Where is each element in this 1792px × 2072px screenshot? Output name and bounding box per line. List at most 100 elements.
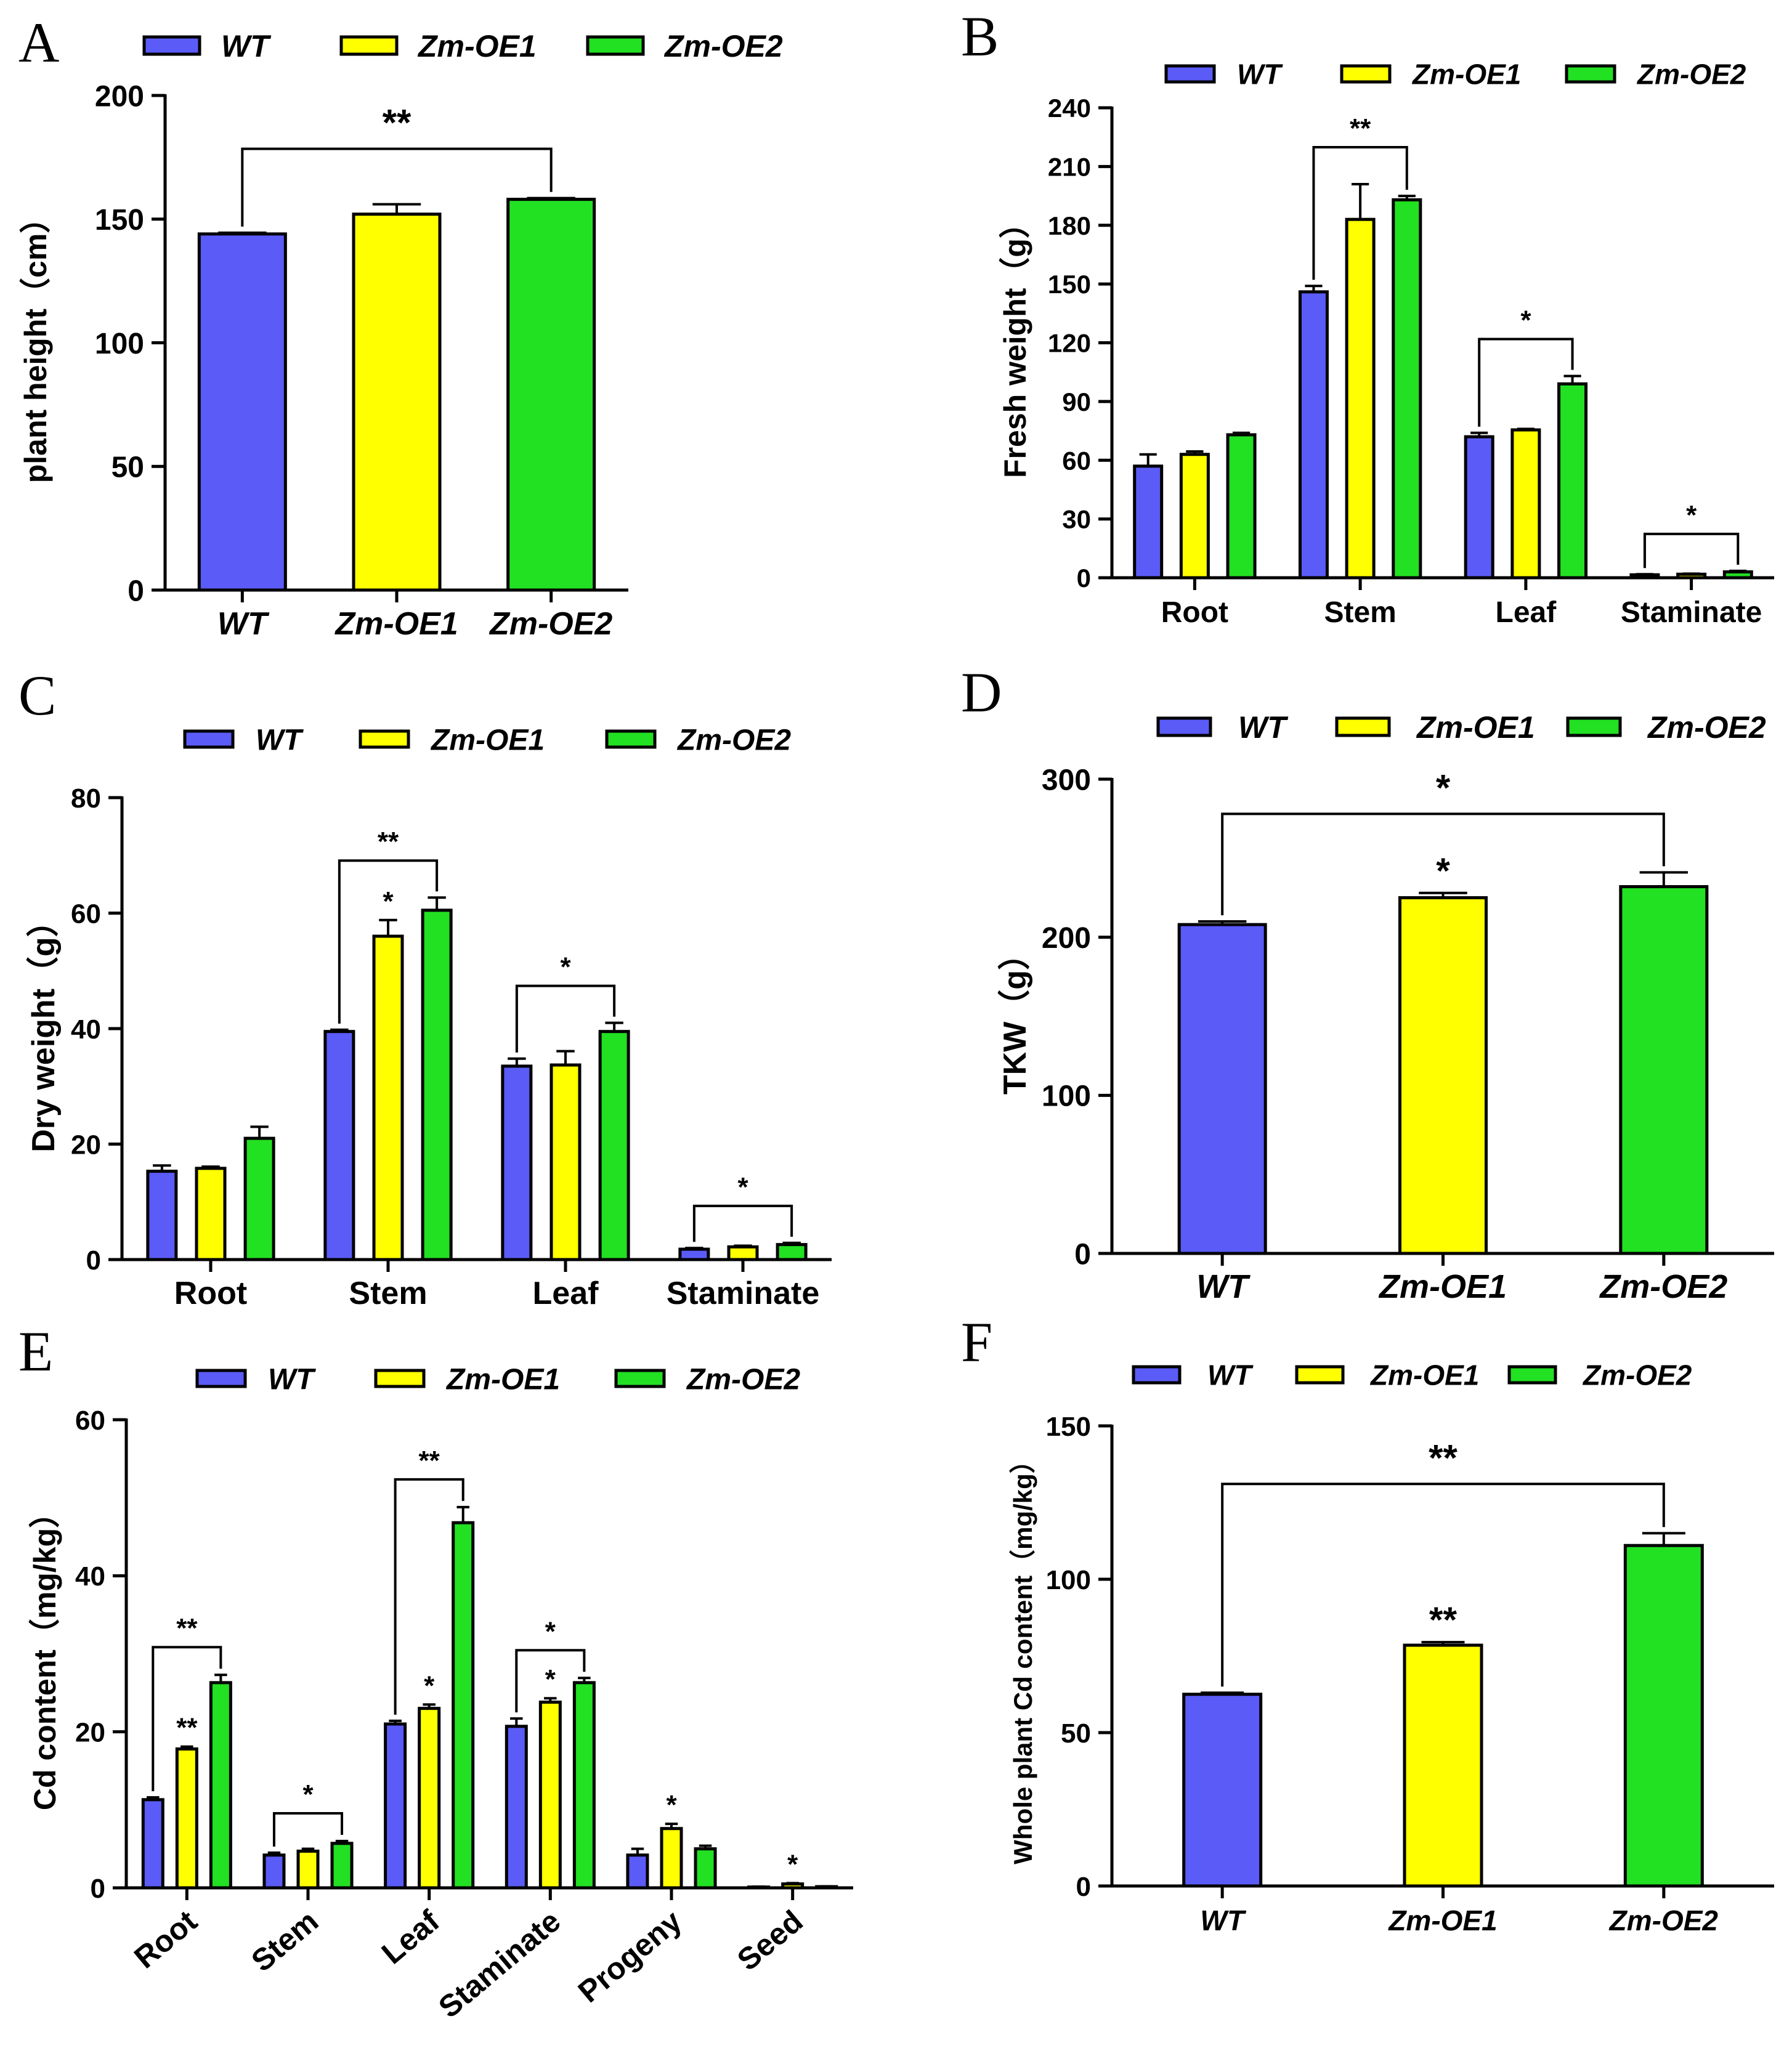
bar	[146, 1170, 178, 1261]
bar	[418, 1707, 441, 1890]
y-tick-label: 180	[1048, 211, 1091, 240]
significance-bracket	[1478, 338, 1574, 427]
bar	[175, 1747, 198, 1890]
significance-label: **	[419, 1446, 440, 1476]
legend-label: WT	[221, 29, 272, 63]
significance-bracket	[272, 1812, 344, 1847]
legend-swatch	[183, 729, 235, 749]
bar	[1464, 435, 1494, 580]
bar	[694, 1847, 717, 1890]
significance-bracket	[394, 1478, 464, 1715]
y-tick-label: 0	[1077, 564, 1091, 593]
bar	[352, 212, 442, 592]
bar	[421, 909, 453, 1261]
bar	[209, 1681, 232, 1890]
y-axis-label: plant height（cm）	[18, 203, 53, 484]
bar	[1557, 382, 1588, 580]
y-tick-label: 80	[71, 783, 101, 814]
significance-bracket	[515, 984, 616, 1053]
x-tick-label: WT	[1196, 1268, 1251, 1305]
bar	[330, 1842, 354, 1890]
x-tick-label: Root	[1161, 596, 1228, 629]
significance-label: **	[383, 102, 412, 144]
y-axis-label: Fresh weight（g）	[998, 208, 1032, 478]
bar	[1182, 1693, 1263, 1888]
significance-label: *	[1436, 851, 1450, 891]
legend-label: Zm-OE2	[1636, 59, 1746, 91]
bar	[598, 1030, 630, 1261]
y-tick-label: 100	[1046, 1565, 1091, 1595]
bar	[727, 1245, 759, 1261]
y-tick-label: 20	[75, 1718, 105, 1748]
legend-label: WT	[268, 1363, 316, 1396]
x-tick-label: Zm-OE1	[334, 606, 458, 642]
bar	[384, 1722, 407, 1890]
significance-label: *	[545, 1664, 556, 1694]
y-tick-label: 120	[1048, 329, 1091, 358]
significance-bracket	[1312, 145, 1408, 280]
y-tick-label: 40	[75, 1561, 105, 1592]
y-axis-label: Whole plant Cd content（mg/kg）	[1008, 1447, 1037, 1864]
x-tick-label: WT	[1200, 1904, 1246, 1936]
y-tick-label: 60	[1062, 446, 1091, 475]
significance-label: **	[1350, 113, 1371, 144]
y-tick-label: 0	[1076, 1872, 1091, 1902]
legend-swatch	[1164, 64, 1216, 84]
y-tick-label: 20	[71, 1130, 101, 1160]
y-tick-label: 0	[1074, 1238, 1091, 1271]
bar	[506, 198, 596, 592]
significance-label: *	[560, 952, 571, 982]
significance-label: *	[383, 886, 394, 917]
x-tick-label: Root	[128, 1903, 203, 1975]
x-tick-label: Stem	[245, 1904, 325, 1978]
bar	[660, 1827, 683, 1890]
bar	[1179, 453, 1210, 580]
bar	[549, 1063, 582, 1261]
y-tick-label: 50	[111, 451, 144, 484]
legend-label: Zm-OE1	[1411, 59, 1521, 91]
legend-label: Zm-OE1	[417, 29, 537, 63]
panel-label: C	[18, 664, 56, 727]
legend-label: Zm-OE2	[1582, 1359, 1692, 1391]
significance-label: **	[1429, 1600, 1458, 1640]
significance-label: *	[302, 1779, 314, 1810]
significance-label: **	[1429, 1437, 1458, 1478]
bar	[195, 1167, 227, 1261]
y-tick-label: 100	[1042, 1080, 1091, 1113]
panel-a: A WT Zm-OE1 Zm-OE2 0 50 100 150 200 plant height（…	[18, 11, 783, 642]
legend-swatch	[1565, 64, 1616, 84]
legend-label: Zm-OE2	[686, 1363, 800, 1396]
bar	[1398, 896, 1488, 1255]
y-axis-label: TKW（g）	[997, 938, 1033, 1095]
significance-bracket	[241, 147, 553, 227]
significance-label: *	[666, 1790, 677, 1820]
x-tick-label: Seed	[731, 1904, 809, 1978]
y-tick-label: 200	[1042, 922, 1091, 955]
legend-label: WT	[1238, 710, 1289, 745]
y-tick-label: 40	[71, 1014, 101, 1045]
bar	[1177, 923, 1267, 1255]
y-tick-label: 0	[86, 1245, 101, 1276]
significance-label: *	[1686, 500, 1697, 530]
x-tick-label: Staminate	[1621, 596, 1762, 629]
y-tick-label: 150	[1046, 1412, 1091, 1442]
bar	[296, 1849, 320, 1890]
y-tick-label: 30	[1062, 505, 1091, 534]
legend-swatch	[1295, 1365, 1345, 1385]
legend-swatch	[1340, 64, 1392, 84]
legend-label: WT	[256, 724, 304, 756]
y-tick-label: 60	[75, 1406, 105, 1436]
panel-label: D	[961, 661, 1002, 724]
y-tick-label: 200	[95, 80, 144, 113]
bar	[1345, 217, 1376, 580]
bar	[141, 1798, 164, 1890]
x-tick-label: Zm-OE2	[1599, 1268, 1727, 1305]
significance-label: *	[787, 1849, 798, 1879]
legend-swatch	[142, 35, 201, 56]
bar	[572, 1681, 596, 1890]
bar	[1403, 1643, 1483, 1888]
panel-e: E WT Zm-OE1 Zm-OE2 0 20 40 60 Cd content（mg/kg） R…	[18, 1320, 853, 2025]
legend-swatch	[1156, 716, 1212, 737]
bar	[1619, 885, 1709, 1255]
panel-d: D WT Zm-OE1 Zm-OE2 0 100 200 300 TKW（g） WT Zm-OE1 Z…	[961, 661, 1774, 1305]
